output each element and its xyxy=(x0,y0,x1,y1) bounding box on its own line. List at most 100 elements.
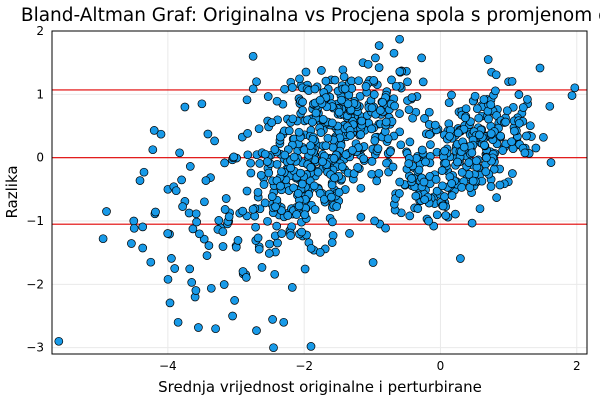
scatter-point xyxy=(339,72,349,82)
scatter-point xyxy=(191,209,201,219)
x-tick-label: −4 xyxy=(159,359,177,373)
y-tick-label: 2 xyxy=(36,24,44,38)
scatter-point xyxy=(220,205,230,214)
scatter-point xyxy=(353,163,362,172)
scatter-point xyxy=(374,41,384,50)
scatter-point xyxy=(165,298,175,308)
scatter-point xyxy=(479,95,489,104)
scatter-point xyxy=(472,156,481,166)
scatter-point xyxy=(230,296,239,305)
scatter-point xyxy=(482,153,491,163)
scatter-point xyxy=(167,254,176,263)
scatter-point xyxy=(308,117,317,127)
y-tick-label: 1 xyxy=(36,87,44,101)
scatter-point xyxy=(298,106,307,115)
scatter-point xyxy=(367,103,377,113)
scatter-point xyxy=(457,168,467,177)
scatter-point xyxy=(431,175,441,184)
scatter-point xyxy=(206,283,216,293)
scatter-point xyxy=(315,189,325,198)
scatter-point xyxy=(453,157,462,167)
scatter-point xyxy=(453,128,463,138)
scatter-point xyxy=(354,76,363,86)
scatter-point xyxy=(283,211,293,220)
scatter-point xyxy=(545,101,555,111)
scatter-point xyxy=(467,148,477,158)
scatter-point xyxy=(218,227,228,237)
scatter-point xyxy=(539,132,548,142)
scatter-point xyxy=(328,142,338,152)
scatter-point xyxy=(163,274,173,284)
scatter-point xyxy=(357,116,367,126)
scatter-point xyxy=(204,241,214,250)
scatter-point xyxy=(327,118,337,128)
scatter-point xyxy=(260,198,270,208)
scatter-point xyxy=(238,206,248,216)
scatter-point xyxy=(175,148,184,158)
scatter-point xyxy=(395,109,404,118)
scatter-point xyxy=(280,84,289,94)
scatter-point xyxy=(313,167,323,177)
scatter-point xyxy=(138,243,148,253)
scatter-point xyxy=(390,101,399,111)
scatter-point xyxy=(279,317,289,327)
scatter-point xyxy=(337,162,347,172)
scatter-point xyxy=(194,323,203,332)
scatter-point xyxy=(277,229,287,238)
scatter-point xyxy=(263,92,273,101)
scatter-point xyxy=(411,191,421,201)
scatter-point xyxy=(395,177,405,187)
scatter-point xyxy=(328,217,337,227)
scatter-point xyxy=(437,166,447,175)
scatter-point xyxy=(214,216,224,225)
scatter-point xyxy=(268,315,277,324)
scatter-point xyxy=(180,102,190,112)
scatter-point xyxy=(289,183,298,193)
scatter-point xyxy=(495,180,505,190)
scatter-point xyxy=(284,126,294,136)
scatter-point xyxy=(224,212,234,222)
scatter-point xyxy=(173,317,183,327)
scatter-point xyxy=(201,176,211,185)
scatter-point xyxy=(149,126,159,135)
scatter-point xyxy=(300,264,310,274)
scatter-point xyxy=(338,65,348,75)
scatter-point xyxy=(129,223,139,233)
scatter-point xyxy=(470,91,480,101)
scatter-point xyxy=(321,141,331,151)
scatter-point xyxy=(441,211,451,220)
scatter-point xyxy=(472,104,482,114)
scatter-point xyxy=(202,251,212,260)
scatter-point xyxy=(243,129,252,138)
scatter-point xyxy=(343,99,353,109)
scatter-point xyxy=(252,326,261,335)
scatter-point xyxy=(444,98,454,108)
scatter-point xyxy=(405,137,415,147)
scatter-point xyxy=(430,120,440,130)
scatter-point xyxy=(385,147,395,157)
scatter-point xyxy=(317,66,326,75)
scatter-point xyxy=(310,205,320,214)
scatter-point xyxy=(345,229,354,238)
x-axis-label: Srednja vrijednost originalne i perturbi… xyxy=(158,378,482,396)
y-tick-label: −1 xyxy=(26,214,44,228)
scatter-point xyxy=(425,130,434,139)
scatter-point xyxy=(418,77,428,87)
scatter-point xyxy=(378,97,387,107)
scatter-point xyxy=(163,229,173,238)
scatter-point xyxy=(323,133,333,143)
scatter-point xyxy=(371,53,380,63)
scatter-point xyxy=(127,239,136,248)
scatter-point xyxy=(185,264,195,274)
scatter-point xyxy=(254,124,264,134)
scatter-point xyxy=(426,140,435,149)
scatter-point xyxy=(251,222,260,232)
scatter-point xyxy=(188,224,198,234)
scatter-point xyxy=(507,137,516,147)
scatter-point xyxy=(391,81,401,91)
scatter-point xyxy=(395,67,405,76)
scatter-point xyxy=(270,145,280,154)
scatter-point xyxy=(228,311,237,321)
scatter-point xyxy=(267,192,277,201)
scatter-point xyxy=(254,244,264,254)
